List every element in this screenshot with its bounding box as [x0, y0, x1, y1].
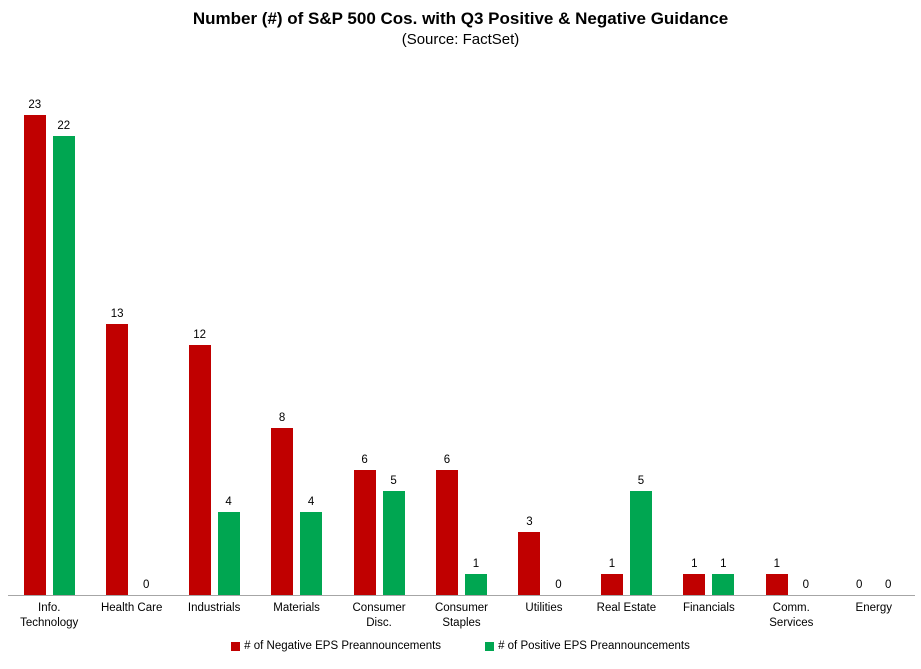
bar: [765, 574, 788, 595]
category-group: 1 1 Financials: [667, 75, 751, 631]
x-axis-label: Real Estate: [596, 602, 657, 614]
bar: [23, 115, 46, 595]
bar-column: 0: [547, 579, 569, 595]
category-group: 0 0 Energy: [832, 75, 915, 631]
x-axis-label: Energy: [855, 602, 892, 614]
bar: [353, 470, 376, 595]
value-label: 6: [361, 454, 368, 466]
bar: [712, 574, 735, 595]
value-label: 0: [856, 579, 863, 591]
value-label: 4: [307, 496, 315, 508]
bar-column: 5: [382, 475, 405, 595]
x-axis-label: Financials: [682, 602, 735, 614]
bar: [300, 512, 323, 595]
bar: [271, 428, 294, 595]
bar: [217, 512, 240, 595]
category-group: 1 5 Real Estate: [585, 75, 668, 631]
bar-column: 12: [188, 329, 211, 595]
legend-item-negative: # of Negative EPS Preannouncements: [231, 640, 441, 652]
value-label: 13: [110, 308, 124, 320]
bar: [464, 574, 487, 595]
x-axis-label: Health Care: [100, 602, 163, 614]
x-axis-label: Industrials: [187, 602, 241, 614]
bar-column: 3: [518, 516, 541, 595]
bar-column: 23: [23, 99, 46, 595]
value-label: 1: [472, 558, 480, 570]
category-group: 1 0 Comm. Services: [750, 75, 833, 631]
legend-label-negative: # of Negative EPS Preannouncements: [244, 640, 442, 652]
value-label: 5: [637, 475, 645, 487]
bar-column: 1: [712, 558, 735, 595]
category-group: 3 0 Utilities: [502, 75, 586, 631]
legend-item-positive: # of Positive EPS Preannouncements: [485, 640, 690, 652]
bar-column: 4: [217, 496, 240, 595]
bar: [629, 491, 652, 595]
bar-column: 13: [106, 308, 129, 595]
value-label: 1: [691, 558, 698, 570]
x-axis-label: Comm. Services: [769, 602, 814, 629]
value-label: 12: [193, 329, 207, 341]
x-axis-label: Utilities: [525, 602, 563, 614]
bar-column: 0: [135, 579, 157, 595]
category-group: 12 4 Industrials: [172, 75, 256, 631]
value-label: 0: [142, 579, 150, 591]
bar-column: 5: [629, 475, 652, 595]
chart-subtitle: (Source: FactSet): [401, 31, 520, 48]
bar-column: 1: [765, 558, 788, 595]
bar: [683, 574, 706, 595]
chart-title: Number (#) of S&P 500 Cos. with Q3 Posit…: [192, 9, 729, 28]
value-label: 1: [720, 558, 727, 570]
bar: [518, 532, 541, 595]
bar-column: 4: [300, 496, 323, 595]
value-label: 1: [608, 558, 616, 570]
bar-column: 0: [795, 579, 817, 595]
x-axis-label: Consumer Disc.: [352, 602, 406, 629]
value-label: 22: [57, 120, 71, 132]
bar-column: 1: [464, 558, 487, 595]
value-label: 5: [390, 475, 397, 487]
value-label: 23: [28, 99, 42, 111]
x-axis-label: Info. Technology: [20, 602, 79, 629]
bar: [52, 136, 75, 595]
bar: [188, 345, 211, 595]
bar-column: 1: [683, 558, 706, 595]
bar-column: 0: [848, 579, 870, 595]
category-group: 6 1 Consumer Staples: [420, 75, 503, 631]
value-label: 8: [278, 412, 286, 424]
negative-series-swatch: [231, 641, 241, 651]
category-group: 13 0 Health Care: [90, 75, 173, 631]
bar: [382, 491, 405, 595]
bar-column: 8: [271, 412, 294, 595]
legend: # of Negative EPS Preannouncements # of …: [0, 640, 921, 652]
value-label: 3: [526, 516, 533, 528]
bar: [600, 574, 623, 595]
plot-area: 23 22 Info. Technology 13 0 Health Care 12 4 Ind…: [8, 75, 915, 631]
value-label: 6: [443, 454, 451, 466]
x-axis-label: Consumer Staples: [434, 602, 489, 629]
positive-series-swatch: [485, 641, 495, 651]
bar-column: 6: [353, 454, 376, 595]
bar: [106, 324, 129, 595]
bar-column: 0: [877, 579, 899, 595]
legend-label-positive: # of Positive EPS Preannouncements: [498, 640, 690, 652]
value-label: 1: [773, 558, 780, 570]
x-axis-label: Materials: [273, 602, 320, 614]
bar-column: 6: [435, 454, 458, 595]
value-label: 0: [885, 579, 892, 591]
bar-column: 1: [600, 558, 623, 595]
category-group: 23 22 Info. Technology: [8, 75, 91, 631]
category-group: 8 4 Materials: [255, 75, 338, 631]
bar: [435, 470, 458, 595]
value-label: 0: [802, 579, 809, 591]
bar-column: 22: [52, 120, 75, 595]
value-label: 0: [555, 579, 562, 591]
category-group: 6 5 Consumer Disc.: [337, 75, 421, 631]
value-label: 4: [225, 496, 232, 508]
